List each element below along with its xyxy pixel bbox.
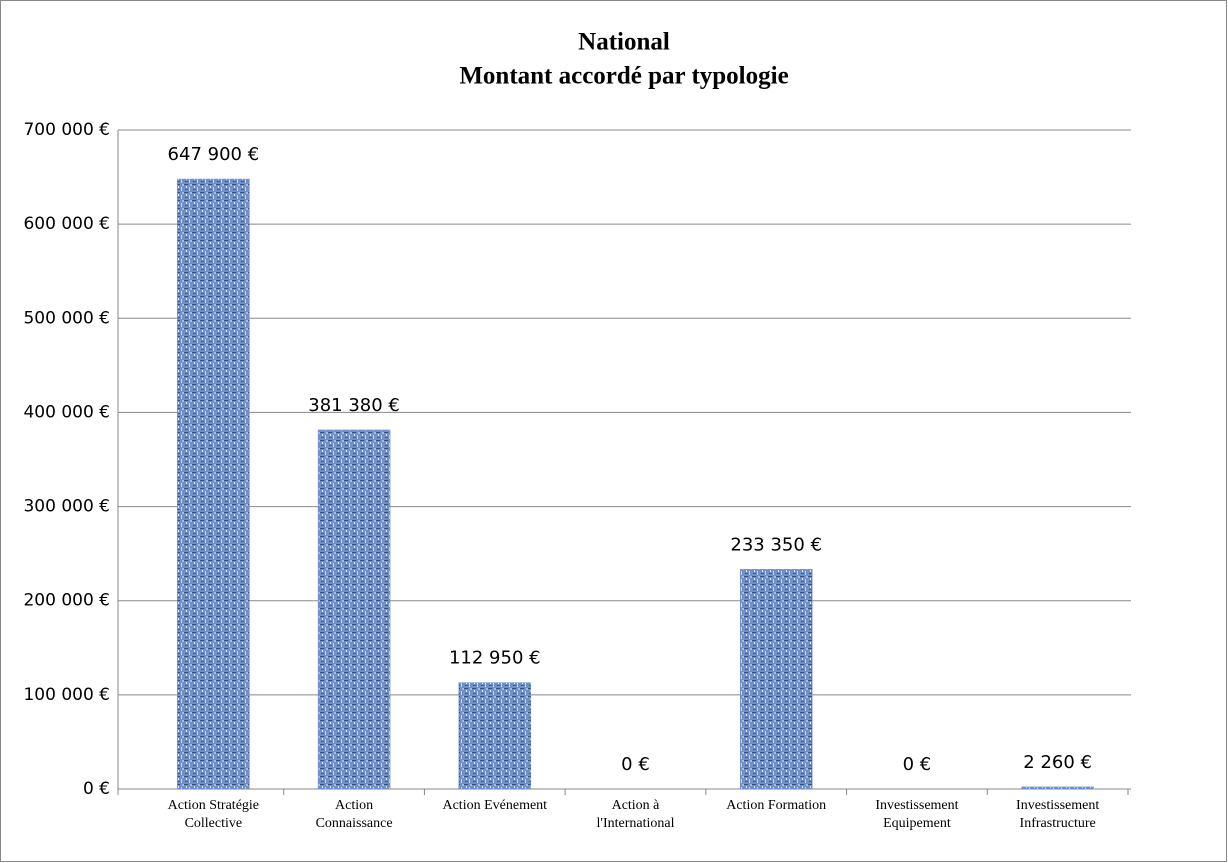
chart-title: National <box>578 29 670 56</box>
x-tick-label: Investissement Equipement <box>875 798 959 831</box>
x-tick-label: Investissement Infrastructure <box>1016 798 1100 831</box>
data-label: 112 950 € <box>449 648 541 669</box>
x-tick-label: Action Connaissance <box>315 798 393 831</box>
x-tick-label: Action à l'International <box>596 798 675 831</box>
x-tick-label: Action Evénement <box>442 798 548 813</box>
bar <box>739 569 813 790</box>
chart-subtitle: Montant accordé par typologie <box>459 63 788 90</box>
y-tick-label: 700 000 € <box>23 120 110 140</box>
y-tick-label: 200 000 € <box>23 591 110 611</box>
data-label: 2 260 € <box>1023 752 1092 773</box>
y-tick-label: 100 000 € <box>23 685 110 705</box>
data-label: 381 380 € <box>308 395 400 416</box>
bar <box>458 682 532 790</box>
y-tick-label: 0 € <box>83 779 110 799</box>
data-label: 0 € <box>621 754 650 775</box>
data-label: 233 350 € <box>730 534 822 555</box>
bar <box>1021 786 1094 790</box>
bar <box>177 178 250 790</box>
bar <box>317 429 391 790</box>
data-label: 0 € <box>903 754 932 775</box>
x-tick-label: Action Formation <box>726 798 827 813</box>
data-label: 647 900 € <box>168 144 260 165</box>
y-tick-label: 600 000 € <box>23 214 110 234</box>
y-tick-label: 500 000 € <box>23 308 110 328</box>
y-tick-label: 400 000 € <box>23 402 110 422</box>
x-tick-label: Action Stratégie Collective <box>167 798 260 831</box>
y-tick-label: 300 000 € <box>23 497 110 517</box>
